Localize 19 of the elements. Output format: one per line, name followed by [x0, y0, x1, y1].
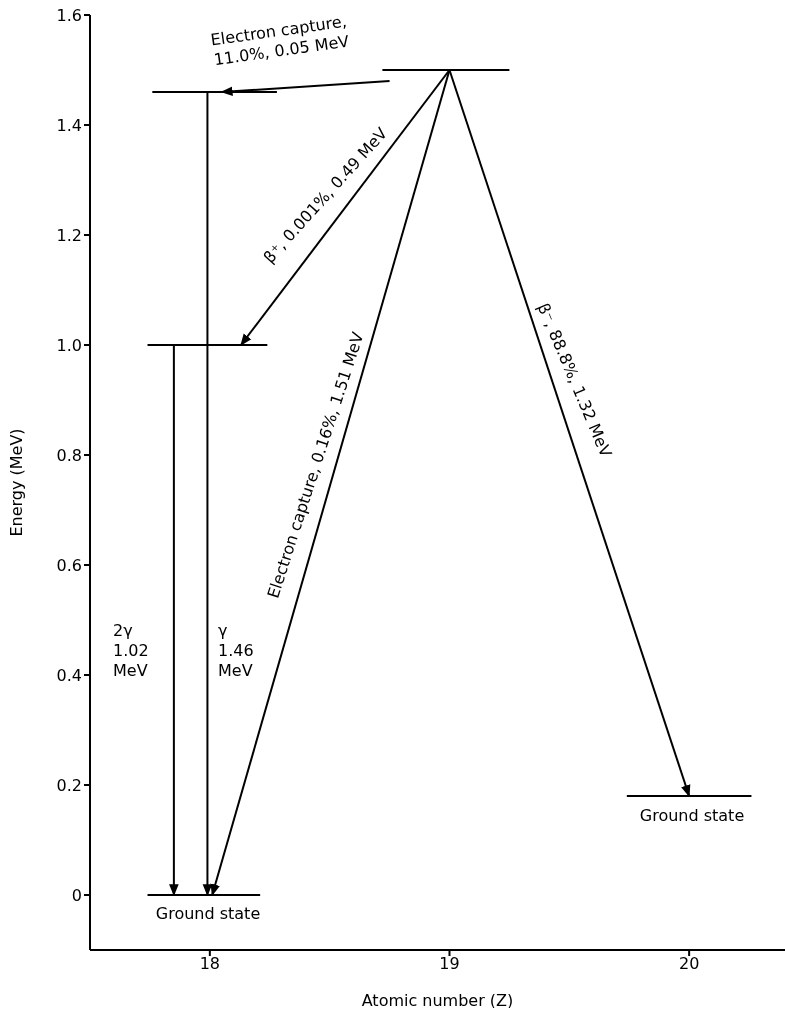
y-tick-label: 1.0 [56, 335, 82, 355]
x-tick-label: 20 [678, 954, 700, 974]
y-tick-label: 1.2 [56, 225, 82, 245]
x-tick-label: 18 [199, 954, 221, 974]
annotation: Electron capture, 11.0%, 0.05 MeV [209, 11, 351, 70]
annotation: 2γ 1.02 MeV [113, 621, 149, 680]
annotation: Ground state [639, 806, 745, 825]
y-tick-label: 1.6 [56, 5, 82, 25]
y-tick-label: 0.8 [56, 445, 82, 465]
y-tick-label: 0 [71, 885, 82, 905]
x-axis-title: Atomic number (Z) [361, 991, 514, 1010]
y-tick-label: 0.4 [56, 665, 82, 685]
x-tick-label: 19 [439, 954, 460, 974]
y-axis-title: Energy (MeV) [6, 428, 26, 537]
annotation: γ 1.46 MeV [218, 621, 254, 680]
y-tick-label: 0.6 [56, 555, 82, 575]
y-tick-label: 1.4 [56, 115, 82, 135]
annotation: Ground state [155, 904, 261, 923]
y-tick-label: 0.2 [56, 775, 82, 795]
